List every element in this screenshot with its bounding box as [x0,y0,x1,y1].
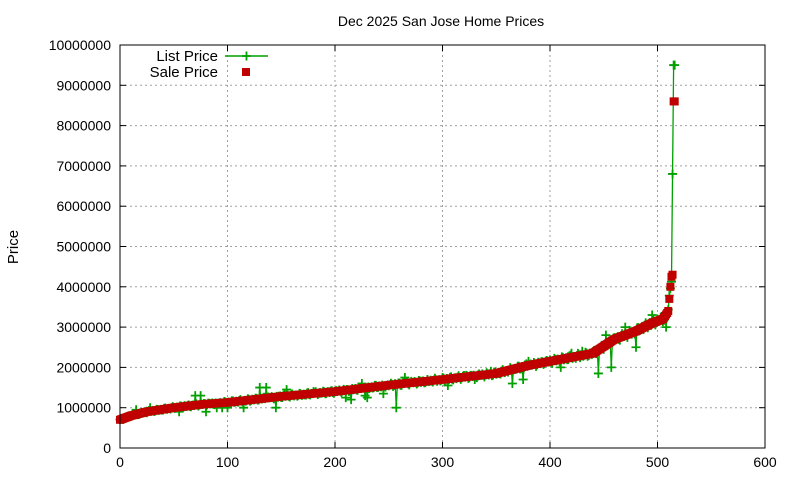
axis-ticks: 0 100 200 300 400 500 600 0 1000000 2000000 300000… [49,37,777,470]
list-price-point [507,379,517,389]
list-price-point [601,330,611,340]
y-tick-label: 5000000 [56,239,111,255]
x-tick-label: 400 [538,454,562,470]
legend-marker-list-price [242,51,251,61]
x-tick-label: 100 [216,454,240,470]
sale-price-point [666,282,675,291]
y-tick-label: 0 [103,440,111,456]
list-price-point [261,383,271,393]
sale-price-point [665,294,674,303]
legend-marker-sale-price [242,68,250,76]
y-tick-label: 8000000 [56,118,111,134]
legend: List Price Sale Price [150,48,268,81]
list-price-point [196,391,206,401]
y-tick-label: 10000000 [49,37,112,53]
list-price-point [631,342,641,352]
list-price-point [556,362,566,372]
x-tick-label: 600 [753,454,777,470]
grid [120,45,765,448]
list-price-point [661,322,671,332]
chart-title: Dec 2025 San Jose Home Prices [338,13,544,29]
sale-price-point [670,97,679,106]
sale-price-series [116,97,679,424]
list-price-point [378,389,388,399]
list-price-line [119,64,675,421]
y-axis-label: Price [5,230,22,264]
x-tick-label: 0 [116,454,124,470]
y-tick-label: 7000000 [56,158,111,174]
list-price-point [606,362,616,372]
list-price-point [668,169,678,179]
list-price-point [391,403,401,413]
x-tick-label: 300 [431,454,455,470]
y-tick-label: 1000000 [56,400,111,416]
x-tick-label: 500 [646,454,670,470]
x-tick-label: 200 [323,454,347,470]
y-tick-label: 3000000 [56,319,111,335]
sale-price-point [664,306,673,315]
list-price-point [670,60,680,70]
list-price-point [346,395,356,405]
sale-price-point [668,270,677,279]
y-tick-label: 6000000 [56,198,111,214]
list-price-series [115,60,680,424]
legend-label-list-price: List Price [156,48,218,65]
list-price-point [518,374,528,384]
legend-label-sale-price: Sale Price [150,64,218,81]
y-tick-label: 9000000 [56,77,111,93]
legend-swatch-sale-price [242,68,250,76]
legend-swatch-list-price [225,51,268,61]
y-tick-label: 4000000 [56,279,111,295]
list-price-point [593,368,603,378]
list-price-point [362,393,372,403]
list-price-point [271,403,281,413]
list-price-point [201,407,211,417]
y-tick-label: 2000000 [56,359,111,375]
